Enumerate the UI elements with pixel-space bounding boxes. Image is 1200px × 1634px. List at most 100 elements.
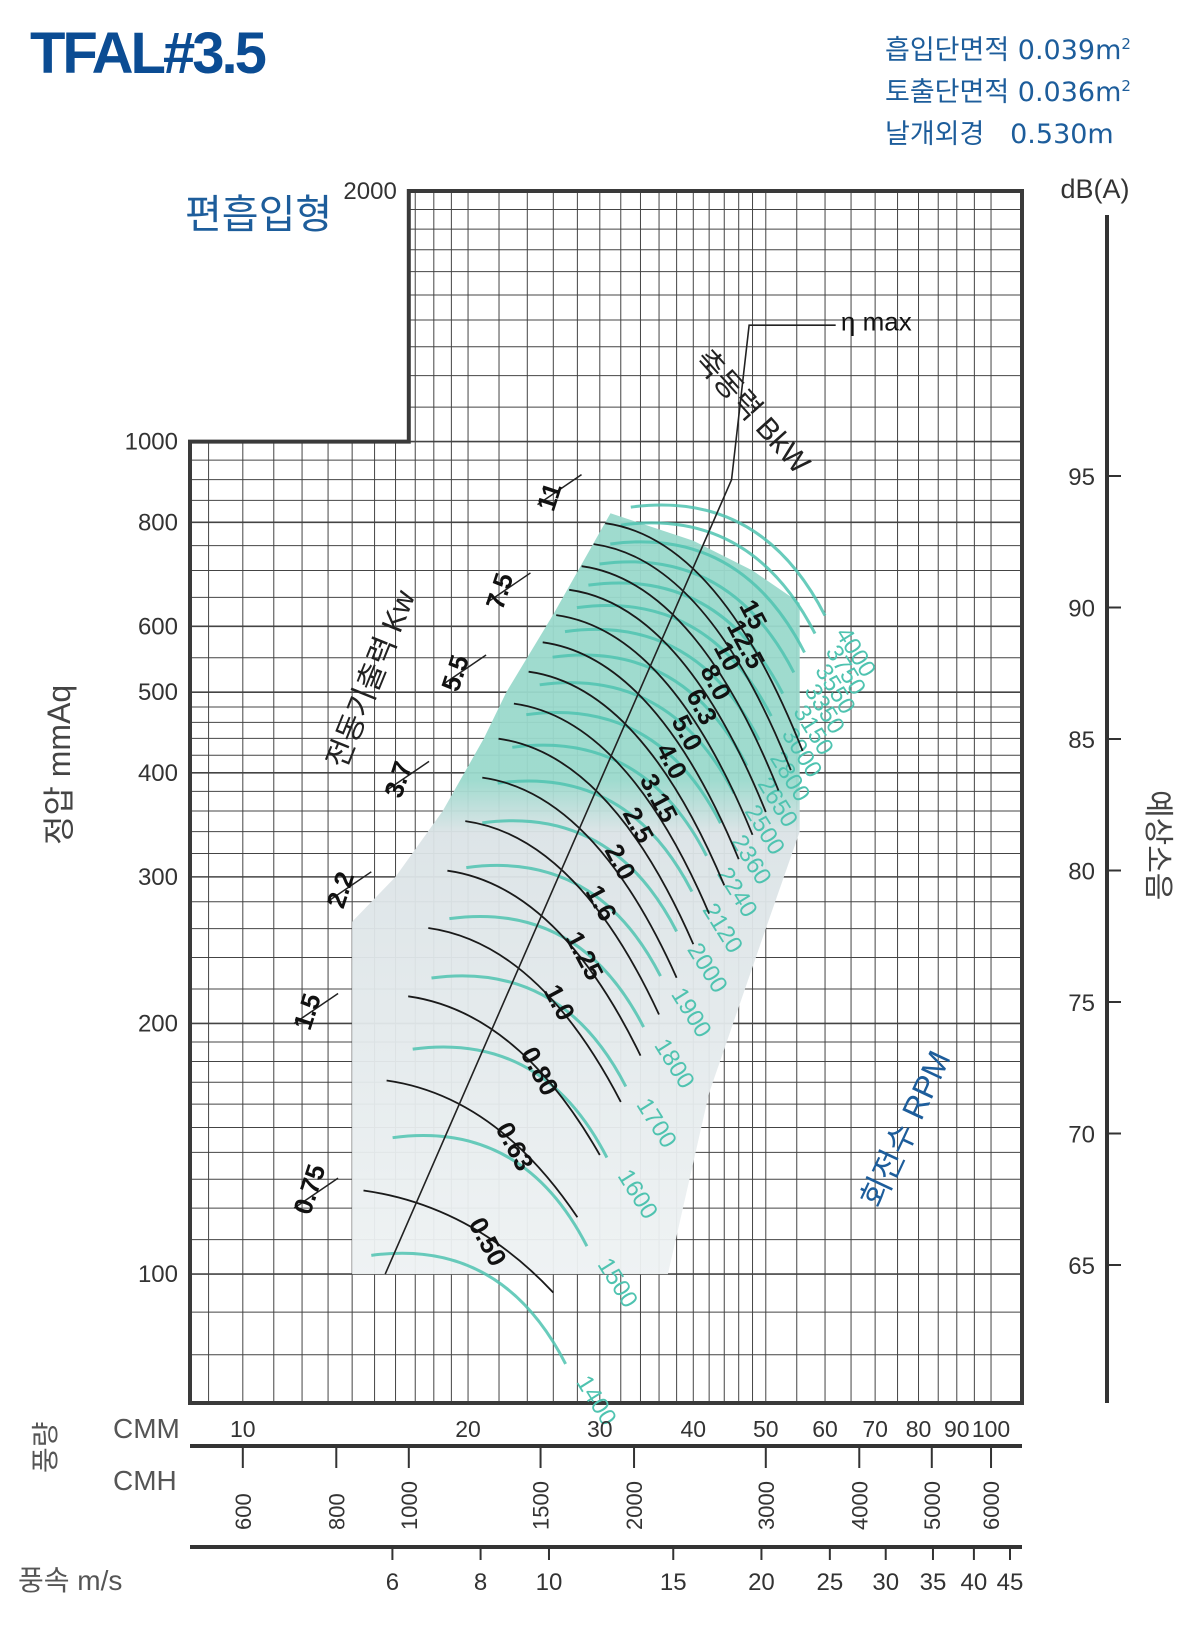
y-tick-label: 600 [138, 613, 178, 640]
db-tick-label: 85 [1068, 727, 1095, 754]
cmh-tick-label: 600 [231, 1493, 256, 1530]
rpm-curve [466, 863, 662, 977]
rpm-curve [371, 1251, 567, 1365]
plot-border [188, 189, 1024, 1405]
motor-label: 1.5 [287, 990, 327, 1034]
motor-tick [326, 871, 372, 903]
bkw-curve [465, 820, 660, 1015]
noise-axis-title: 예상소음 [1141, 790, 1174, 900]
cmh-axis-title: CMH [113, 1465, 177, 1496]
x-axes: 10 20 30 40 50 60 70 80 90 100 CMM 600 800 1000 1500 20… [18, 1413, 1023, 1596]
motor-axis-title: 전동기출력 Kw [321, 586, 422, 773]
bkw-curve [569, 588, 767, 813]
bkw-curve [447, 869, 642, 1056]
cmm-tick-label: 20 [455, 1416, 481, 1442]
velocity-tick-label: 20 [748, 1569, 775, 1596]
motor-tick [384, 760, 430, 793]
bkw-curve [428, 927, 622, 1103]
motor-tick [293, 1177, 339, 1209]
rpm-curve [576, 603, 773, 717]
velocity-tick-label: 40 [961, 1569, 988, 1596]
rpm-curve [482, 819, 678, 933]
motor-tick [441, 654, 487, 686]
bkw-curve [498, 737, 695, 945]
velocity-tick-label: 45 [997, 1569, 1024, 1596]
cmm-tick-label: 10 [230, 1416, 256, 1442]
y-tick-label: 200 [138, 1010, 178, 1037]
cmm-tick-label: 90 [944, 1416, 970, 1442]
y-tick-label: 300 [138, 864, 178, 891]
cmh-tick-label: 1000 [397, 1481, 422, 1530]
y-tick-label: 800 [138, 509, 178, 536]
cmh-tick-label: 2000 [622, 1481, 647, 1530]
spec-sup: 2 [1121, 35, 1131, 53]
rpm-curve [512, 743, 708, 857]
bkw-curve [528, 670, 726, 886]
spec-row-inlet-area: 흡입단면적 0.039m2 [885, 28, 1131, 67]
spec-row-impeller-diameter: 날개외경 0.530m [885, 112, 1114, 151]
rpm-curve [526, 711, 722, 824]
y-tick-label: 2000 [343, 178, 396, 205]
cmh-tick-label: 3000 [754, 1481, 779, 1530]
spec-value: 0.039m [1017, 35, 1122, 66]
rpm-curve [539, 681, 736, 794]
operating-region [352, 513, 800, 1275]
velocity-tick-label: 30 [872, 1569, 899, 1596]
rpm-curve [599, 560, 796, 674]
y-axis-title: 정압 mmAq [41, 685, 77, 845]
rpm-curve [497, 779, 694, 893]
motor-label: 7.5 [480, 569, 520, 613]
cmm-tick-label: 30 [587, 1416, 613, 1442]
motor-label: 0.75 [287, 1161, 331, 1218]
bkw-curve [542, 641, 740, 860]
motor-tick [537, 474, 582, 506]
cmh-tick-label: 5000 [920, 1481, 945, 1530]
db-axis-title: dB(A) [1060, 174, 1129, 204]
plot-frame [188, 189, 1024, 1405]
rpm-curve [588, 581, 785, 695]
velocity-axis-title: 풍속 m/s [18, 1565, 122, 1596]
velocity-tick-label: 8 [474, 1569, 487, 1596]
eta-max-label: η max [841, 306, 912, 336]
spec-row-outlet-area: 토출단면적 0.036m2 [885, 70, 1131, 109]
cmm-tick-label: 80 [906, 1416, 932, 1442]
db-axis: dB(A) 65 70 75 80 85 90 95 예상소음 [1060, 174, 1174, 1403]
cmm-tick-label: 50 [753, 1416, 779, 1442]
rpm-curve [630, 503, 827, 617]
y-tick-label: 100 [138, 1261, 178, 1288]
rpm-curves: 1400150016001700180019002000212022402360… [371, 503, 881, 1430]
rpm-curve [392, 1134, 589, 1247]
velocity-tick-label: 10 [536, 1569, 563, 1596]
rpm-curve [620, 521, 817, 635]
spec-label: 토출단면적 [885, 77, 1010, 108]
bkw-curve [363, 1189, 554, 1294]
db-tick-label: 70 [1068, 1122, 1095, 1149]
cmm-tick-label: 100 [972, 1416, 1010, 1442]
spec-value: 0.530m [1010, 119, 1114, 150]
bkw-curve [513, 702, 710, 914]
cmh-tick-label: 800 [324, 1493, 349, 1530]
motor-label: 2.2 [320, 868, 360, 912]
y-tick-label: 400 [138, 760, 178, 787]
db-tick-label: 95 [1068, 464, 1095, 491]
bkw-curve [408, 995, 601, 1156]
bkw-curve [605, 522, 804, 752]
bkw-curve [482, 776, 678, 979]
spec-label: 날개외경 [885, 119, 985, 150]
cmm-tick-label: 70 [862, 1416, 888, 1442]
velocity-tick-label: 35 [920, 1569, 947, 1596]
motor-tick [486, 572, 531, 604]
y-tick-label: 1000 [125, 429, 178, 456]
spec-value: 0.036m [1017, 77, 1122, 108]
cmh-tick-label: 4000 [847, 1481, 872, 1530]
velocity-tick-label: 6 [386, 1569, 399, 1596]
cmm-tick-label: 60 [812, 1416, 838, 1442]
spec-label: 흡입단면적 [885, 35, 1010, 66]
flow-axis-title: 풍량 [30, 1421, 61, 1473]
db-tick-label: 75 [1068, 990, 1095, 1017]
rpm-curve [431, 974, 628, 1088]
db-tick-label: 80 [1068, 859, 1095, 886]
velocity-tick-label: 25 [816, 1569, 843, 1596]
cmm-tick-label: 40 [680, 1416, 706, 1442]
